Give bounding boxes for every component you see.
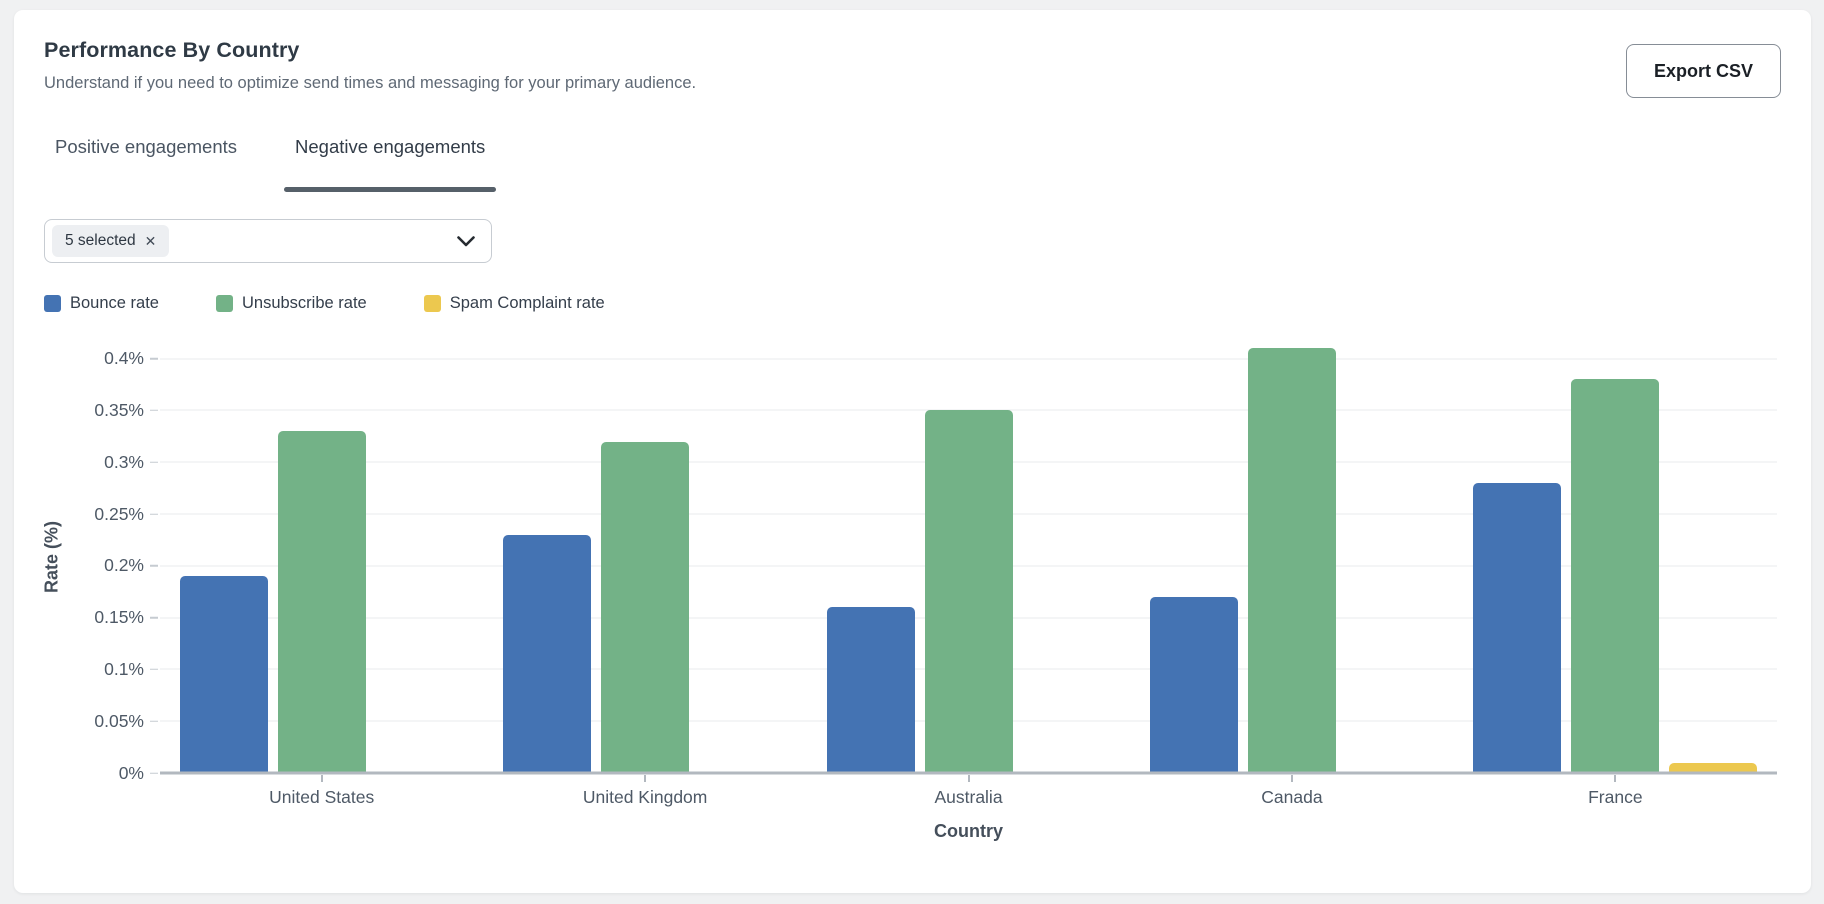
y-tick-mark bbox=[150, 616, 158, 619]
bar-bounce-rate[interactable] bbox=[1473, 482, 1562, 773]
x-axis-title: Country bbox=[934, 821, 1003, 841]
y-tick-mark bbox=[150, 513, 158, 515]
chip-label: 5 selected bbox=[65, 232, 136, 249]
x-tick-mark bbox=[967, 775, 970, 782]
x-axis-line bbox=[160, 771, 1777, 775]
legend-label: Bounce rate bbox=[70, 293, 159, 312]
y-tick-label: 0.1% bbox=[104, 658, 144, 679]
y-tick-label: 0.3% bbox=[104, 451, 144, 472]
y-tick-mark bbox=[150, 409, 158, 412]
bar-group bbox=[1130, 341, 1453, 773]
x-category-label: France bbox=[1588, 787, 1643, 807]
y-tick-label: 0.15% bbox=[94, 606, 144, 627]
x-tick-mark bbox=[644, 775, 647, 782]
y-axis-title: Rate (%) bbox=[41, 520, 62, 594]
bar-bounce-rate[interactable] bbox=[826, 607, 915, 773]
y-tick-mark bbox=[150, 461, 158, 463]
bar-group bbox=[1454, 341, 1777, 773]
y-tick-mark bbox=[150, 565, 158, 567]
x-tick-mark bbox=[1290, 775, 1293, 782]
x-tick-mark bbox=[320, 775, 323, 782]
legend-item[interactable]: Unsubscribe rate bbox=[215, 293, 367, 313]
bar-bounce-rate[interactable] bbox=[1149, 596, 1238, 773]
x-tick-mark bbox=[1614, 775, 1617, 782]
chart-legend: Bounce rate Unsubscribe rate Spam Complain… bbox=[44, 293, 1781, 313]
legend-label: Spam Complaint rate bbox=[449, 293, 605, 312]
y-tick-label: 0.4% bbox=[104, 347, 144, 368]
legend-item[interactable]: Spam Complaint rate bbox=[423, 293, 605, 313]
bar-unsubscribe-rate[interactable] bbox=[277, 431, 366, 773]
bar-group bbox=[160, 341, 483, 773]
x-category-label: Australia bbox=[934, 787, 1003, 807]
legend-item[interactable]: Bounce rate bbox=[44, 294, 159, 313]
export-csv-button[interactable]: Export CSV bbox=[1625, 44, 1781, 98]
tab-negative-engagements[interactable]: Negative engagements bbox=[284, 136, 497, 192]
legend-label: Unsubscribe rate bbox=[241, 293, 367, 312]
engagement-tabs: Positive engagements Negative engagement… bbox=[44, 136, 1781, 192]
y-tick-label: 0.25% bbox=[94, 503, 144, 524]
bar-bounce-rate[interactable] bbox=[179, 576, 268, 773]
bar-spam-complaint-rate[interactable] bbox=[1669, 762, 1758, 773]
plot-area: 0% 0.05% 0.1% 0.15% 0.2% 0.25% 0.3% 0.35% 0.4% bbox=[94, 341, 1777, 782]
bar-bounce-rate[interactable] bbox=[503, 534, 592, 773]
y-tick-mark bbox=[150, 668, 158, 671]
y-tick-label: 0.35% bbox=[94, 399, 144, 420]
y-tick-label: 0.2% bbox=[104, 555, 144, 576]
card-header: Performance By Country Understand if you… bbox=[44, 38, 1781, 98]
x-category-label: United States bbox=[269, 787, 375, 807]
y-tick-mark bbox=[150, 720, 158, 722]
x-category-label: United Kingdom bbox=[582, 787, 708, 807]
y-tick-label: 0% bbox=[118, 762, 144, 783]
tab-positive-engagements[interactable]: Positive engagements bbox=[55, 136, 238, 157]
x-category-label: Canada bbox=[1261, 787, 1323, 807]
chart-area: Rate (%) 0% 0.05% 0.1% 0.15% 0.2% 0.25% 0.3% 0.… bbox=[41, 341, 1781, 846]
chevron-down-icon bbox=[457, 235, 475, 246]
legend-swatch bbox=[44, 294, 61, 312]
gridline bbox=[160, 358, 1777, 360]
performance-by-country-card: Performance By Country Understand if you… bbox=[14, 10, 1811, 893]
y-tick-mark bbox=[150, 357, 158, 360]
page-title: Performance By Country bbox=[44, 38, 300, 62]
clear-selection-icon[interactable]: ✕ bbox=[144, 233, 157, 249]
page-subtitle: Understand if you need to optimize send … bbox=[44, 74, 697, 92]
bar-group bbox=[483, 341, 806, 773]
bar-unsubscribe-rate[interactable] bbox=[1571, 379, 1660, 773]
legend-swatch bbox=[215, 294, 233, 312]
header-text: Performance By Country Understand if you… bbox=[44, 38, 696, 93]
legend-swatch bbox=[423, 294, 441, 312]
bar-unsubscribe-rate[interactable] bbox=[1247, 348, 1336, 773]
x-axis-labels: United States United Kingdom Australia Cana… bbox=[160, 787, 1777, 808]
y-tick-label: 0.05% bbox=[94, 710, 144, 731]
bar-unsubscribe-rate[interactable] bbox=[601, 441, 690, 773]
y-tick-mark bbox=[150, 772, 158, 774]
bar-unsubscribe-rate[interactable] bbox=[924, 410, 1013, 773]
selected-count-chip[interactable]: 5 selected ✕ bbox=[52, 225, 170, 257]
bar-group bbox=[807, 341, 1130, 773]
country-multiselect[interactable]: 5 selected ✕ bbox=[44, 219, 492, 263]
bar-groups bbox=[160, 341, 1777, 773]
